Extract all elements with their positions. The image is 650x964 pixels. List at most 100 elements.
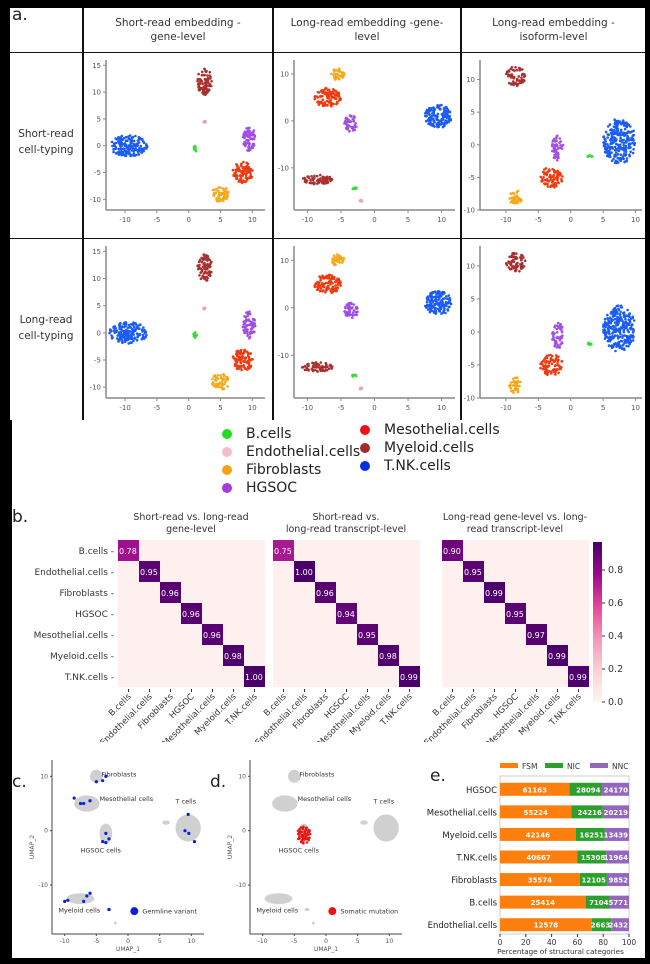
umap-point: [551, 167, 554, 171]
umap-point: [441, 125, 445, 129]
umap-point: [206, 259, 209, 262]
bar-category-label: B.cells: [469, 899, 497, 909]
umap-point: [141, 140, 145, 143]
umap-point: [541, 179, 544, 183]
cluster-annotation: T cells: [373, 798, 395, 806]
umap-point: [221, 388, 224, 391]
umap-point: [316, 96, 320, 99]
umap-point: [134, 134, 137, 138]
variant-point: [101, 779, 105, 783]
umap-point: [514, 386, 517, 390]
heatmap-cell-label: 0.95: [464, 568, 482, 577]
umap-point: [239, 176, 243, 180]
umap-point: [444, 311, 447, 315]
umap-point: [194, 148, 197, 152]
umap-point: [557, 336, 560, 340]
umap-point: [348, 124, 351, 128]
umap-point: [442, 304, 446, 308]
umap-point: [204, 70, 208, 73]
umap-point: [447, 294, 451, 297]
umap-point: [602, 325, 605, 328]
umap-point: [617, 149, 620, 153]
umap-point: [438, 301, 442, 305]
y-tick-label: -10: [464, 207, 475, 215]
umap-point: [135, 142, 138, 146]
umap-cluster-grey: [114, 921, 117, 925]
umap-point: [446, 308, 449, 311]
umap-point: [320, 366, 324, 369]
variant-point: [305, 841, 309, 844]
umap-cluster-grey: [74, 795, 100, 812]
variant-point: [187, 831, 191, 836]
heatmap-cell-label: 0.90: [443, 547, 461, 556]
umap-point: [612, 157, 615, 161]
umap-point: [613, 328, 616, 331]
heatmap-cell-label: 0.96: [203, 631, 221, 640]
umap-point: [140, 328, 144, 332]
umap-point: [313, 285, 317, 289]
umap-point: [512, 75, 516, 79]
umap-point: [124, 333, 128, 337]
umap-plot-r2-c2: 10 0 -10 -10 -5 0 5 10: [278, 246, 455, 412]
umap-point: [249, 330, 253, 334]
umap-point: [218, 191, 221, 195]
umap-point: [619, 153, 623, 157]
umap-point: [243, 136, 246, 140]
umap-point: [631, 339, 635, 342]
umap-point: [551, 140, 554, 143]
bar-value-label: 5771: [609, 899, 629, 907]
umap-point: [443, 309, 446, 312]
umap-point: [617, 337, 620, 340]
umap-point: [518, 270, 521, 273]
cluster-fibroblasts: [211, 373, 230, 391]
umap-point: [251, 169, 254, 172]
bar-segment-nic: [575, 827, 605, 841]
variant-point: [302, 834, 305, 838]
umap-point: [216, 198, 219, 201]
umap-point: [428, 294, 432, 298]
umap-point: [132, 333, 135, 336]
heatmap-3: Long-read gene-level vs. long-read trans…: [423, 512, 589, 742]
umap-point: [248, 143, 251, 147]
umap-point: [609, 141, 613, 144]
x-tick-label: 0: [372, 404, 376, 412]
heatmap-row-label: HGSOC -: [75, 610, 114, 620]
umap-point: [629, 327, 633, 331]
umap-point: [248, 310, 251, 314]
umap-point: [311, 178, 315, 182]
umap-point: [222, 199, 225, 203]
umap-point: [560, 177, 563, 181]
umap-point: [605, 154, 609, 158]
umap-point: [202, 307, 205, 311]
umap-point: [608, 151, 612, 154]
umap-point: [550, 362, 554, 366]
umap-point: [303, 364, 307, 368]
umap-point: [194, 331, 197, 334]
umap-plot-r1-c1: 15 10 5 0 -5 -10 -10 -5 0 5 10: [90, 60, 265, 224]
umap-point: [435, 292, 438, 296]
umap-point: [319, 173, 322, 177]
umap-point: [216, 383, 220, 386]
x-tick-label: 5: [158, 938, 162, 945]
umap-point: [439, 295, 443, 298]
umap-point: [309, 178, 312, 182]
umap-point: [512, 377, 515, 381]
bar-value-label: 7104: [589, 899, 609, 907]
umap-point: [135, 338, 139, 342]
umap-point: [514, 382, 518, 386]
umap-point: [510, 259, 514, 263]
umap-point: [196, 82, 200, 86]
umap-point: [136, 335, 139, 339]
umap-point: [513, 69, 516, 72]
umap-point: [341, 71, 345, 75]
umap-point: [355, 125, 358, 129]
umap-point: [248, 335, 252, 339]
umap-point: [207, 265, 211, 269]
umap-point: [553, 140, 557, 143]
umap-point: [553, 150, 556, 153]
umap-point: [244, 356, 248, 360]
umap-point: [133, 144, 137, 147]
section-a-umap-grid: a. Short-read embedding - gene-level Long…: [10, 5, 645, 420]
umap-point: [611, 310, 615, 314]
bar-value-label: 40667: [526, 854, 550, 862]
